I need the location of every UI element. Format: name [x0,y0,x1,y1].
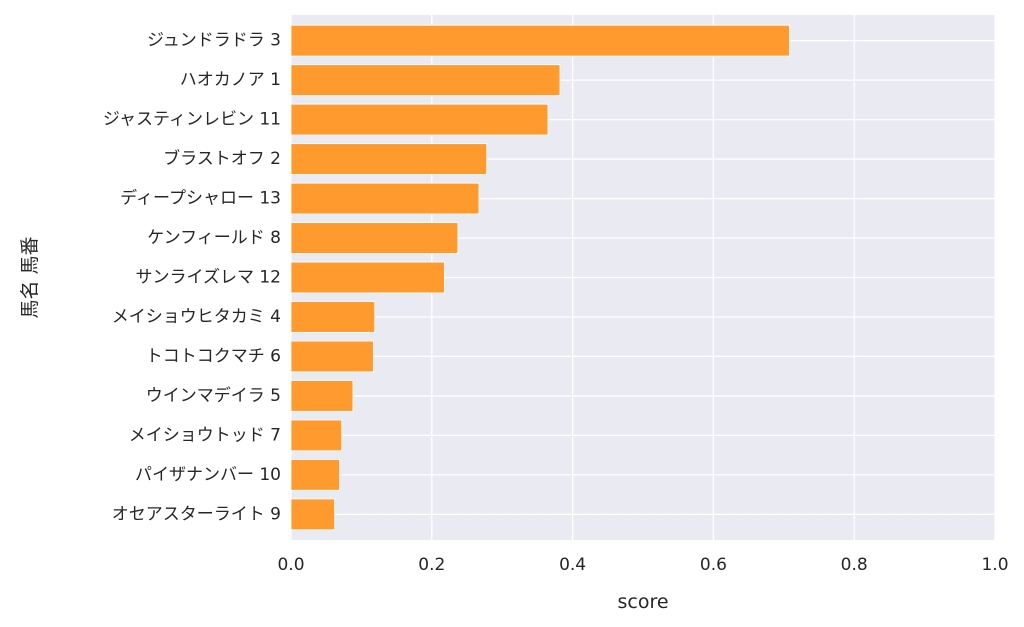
bar [290,380,354,412]
bar [290,24,790,57]
bar [290,301,376,333]
bar [290,182,480,215]
x-axis-label: score [617,591,668,613]
y-axis-label: 馬名 馬番 [19,236,41,318]
bar [290,64,561,96]
y-tick-label: ジャスティンレビン 11 [103,110,281,130]
y-tick-label: メイショウヒタカミ 4 [112,307,281,327]
y-tick-label: サンライズレマ 12 [135,268,281,288]
y-tick-label: トコトコクマチ 6 [146,346,281,366]
y-tick-label: ブラストオフ 2 [163,148,281,169]
y-tick-label: ジュンドラドラ 3 [147,31,281,51]
y-tick-labels: ジュンドラドラ 3 ハオカノア 1 ジャスティンレビン 11 ブラストオフ 2 ディープ… [103,31,281,525]
bar [290,340,374,373]
y-tick-label: ウインマデイラ 5 [146,385,281,406]
x-tick-label: 0.8 [841,555,868,575]
y-tick-label: オセアスターライト 9 [112,504,281,524]
x-tick-labels: 0.0 0.2 0.4 0.6 0.8 1.0 [277,555,1008,575]
x-tick-label: 0.4 [559,555,586,575]
bar [290,459,340,491]
x-tick-label: 1.0 [981,555,1008,575]
x-tick-label: 0.2 [418,555,445,575]
y-tick-label: ハオカノア 1 [180,70,281,90]
bar [290,103,549,136]
bars [290,24,790,531]
bar [290,498,336,531]
y-tick-label: ケンフィールド 8 [147,228,281,248]
x-tick-label: 0.0 [277,555,304,575]
y-tick-label: パイザナンバー 10 [135,465,281,485]
bar [290,143,488,175]
bar [290,261,445,294]
bar [290,419,343,452]
y-tick-label: メイショウトッド 7 [129,425,281,445]
y-tick-label: ディープシャロー 13 [120,188,281,209]
x-tick-label: 0.6 [700,555,727,575]
bar [290,222,459,254]
